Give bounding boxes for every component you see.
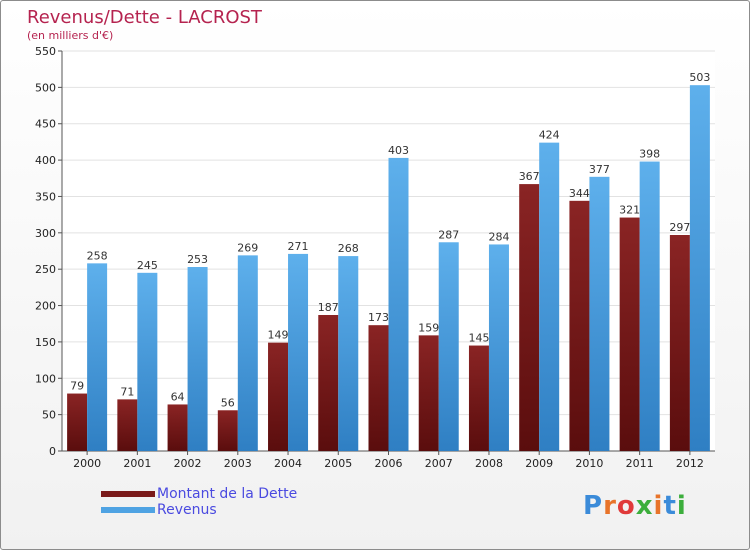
- data-label-revenus: 268: [338, 242, 359, 255]
- logo-letter: i: [676, 491, 687, 521]
- logo-letter: r: [603, 491, 617, 521]
- bar-dette: [67, 393, 88, 451]
- bar-revenus: [338, 256, 359, 451]
- data-label-revenus: 284: [488, 230, 509, 243]
- bar-dette: [519, 184, 540, 451]
- bar-dette: [268, 342, 289, 451]
- x-tick-label: 2001: [123, 457, 151, 470]
- x-tick-label: 2002: [174, 457, 202, 470]
- y-tick-label: 100: [35, 372, 56, 385]
- data-label-revenus: 403: [388, 144, 409, 157]
- data-label-dette: 321: [619, 204, 640, 217]
- legend-label-dette: Montant de la Dette: [157, 486, 298, 502]
- logo-letter: P: [583, 491, 604, 521]
- logo-letter: x: [635, 491, 654, 521]
- legend-item-dette: Montant de la Dette: [101, 486, 297, 502]
- proxiti-logo: Proxiti: [583, 491, 687, 521]
- logo-letter: o: [616, 491, 636, 521]
- data-label-revenus: 377: [589, 163, 610, 176]
- bar-revenus: [237, 255, 258, 451]
- y-tick-label: 400: [35, 154, 56, 167]
- x-tick-label: 2008: [475, 457, 503, 470]
- bar-dette: [117, 399, 138, 451]
- y-tick-label: 450: [35, 118, 56, 131]
- bar-revenus: [187, 267, 208, 451]
- data-label-dette: 64: [171, 390, 185, 403]
- x-tick-label: 2010: [575, 457, 603, 470]
- data-label-revenus: 424: [539, 129, 560, 142]
- bar-revenus: [689, 85, 710, 451]
- y-tick-label: 500: [35, 81, 56, 94]
- data-label-dette: 56: [221, 396, 235, 409]
- data-label-revenus: 258: [87, 249, 108, 262]
- data-label-revenus: 287: [438, 228, 459, 241]
- y-tick-label: 250: [35, 263, 56, 276]
- bar-dette: [418, 335, 439, 451]
- legend-item-revenus: Revenus: [101, 502, 297, 518]
- x-tick-label: 2012: [676, 457, 704, 470]
- x-tick-label: 2011: [626, 457, 654, 470]
- x-tick-label: 2000: [73, 457, 101, 470]
- legend-swatch-revenus: [101, 507, 155, 513]
- bar-revenus: [539, 142, 560, 452]
- bar-revenus: [488, 244, 509, 451]
- logo-letter: t: [663, 491, 677, 521]
- bar-revenus: [639, 161, 660, 451]
- y-tick-label: 550: [35, 45, 56, 58]
- bar-dette: [619, 217, 640, 451]
- bar-revenus: [438, 242, 459, 451]
- legend: Montant de la Dette Revenus: [101, 486, 297, 518]
- bar-revenus: [288, 253, 309, 451]
- y-tick-label: 150: [35, 336, 56, 349]
- data-label-revenus: 503: [689, 71, 710, 84]
- data-label-dette: 187: [318, 301, 339, 314]
- y-tick-label: 0: [49, 445, 56, 458]
- bar-dette: [569, 200, 590, 451]
- data-label-dette: 159: [418, 321, 439, 334]
- bar-revenus: [388, 157, 409, 451]
- logo-letter: i: [653, 491, 664, 521]
- chart-subtitle: (en milliers d'€): [27, 29, 114, 42]
- data-label-revenus: 253: [187, 253, 208, 266]
- bar-dette: [368, 325, 389, 451]
- data-label-dette: 297: [669, 221, 690, 234]
- data-label-dette: 367: [519, 170, 540, 183]
- data-label-revenus: 271: [288, 240, 309, 253]
- x-tick-label: 2006: [375, 457, 403, 470]
- bar-dette: [669, 235, 690, 451]
- data-label-dette: 71: [120, 385, 134, 398]
- data-label-dette: 145: [468, 332, 489, 345]
- x-tick-label: 2005: [324, 457, 352, 470]
- data-label-revenus: 398: [639, 148, 660, 161]
- bar-dette: [167, 404, 188, 451]
- data-label-revenus: 269: [237, 241, 258, 254]
- data-label-dette: 79: [70, 380, 84, 393]
- bar-revenus: [87, 263, 108, 451]
- data-label-dette: 344: [569, 187, 590, 200]
- data-label-revenus: 245: [137, 259, 158, 272]
- chart-title: Revenus/Dette - LACROST: [27, 7, 262, 28]
- bar-dette: [468, 345, 489, 451]
- x-tick-label: 2004: [274, 457, 302, 470]
- x-tick-label: 2007: [425, 457, 453, 470]
- bar-dette: [217, 410, 238, 451]
- legend-label-revenus: Revenus: [157, 502, 217, 518]
- x-tick-label: 2009: [525, 457, 553, 470]
- bar-revenus: [137, 272, 158, 451]
- x-tick-label: 2003: [224, 457, 252, 470]
- y-tick-label: 50: [42, 409, 56, 422]
- y-tick-label: 300: [35, 227, 56, 240]
- data-label-dette: 173: [368, 311, 389, 324]
- data-label-dette: 149: [268, 329, 289, 342]
- legend-swatch-dette: [101, 491, 155, 497]
- y-tick-label: 350: [35, 190, 56, 203]
- y-tick-label: 200: [35, 300, 56, 313]
- bar-revenus: [589, 176, 610, 451]
- bar-dette: [318, 315, 339, 451]
